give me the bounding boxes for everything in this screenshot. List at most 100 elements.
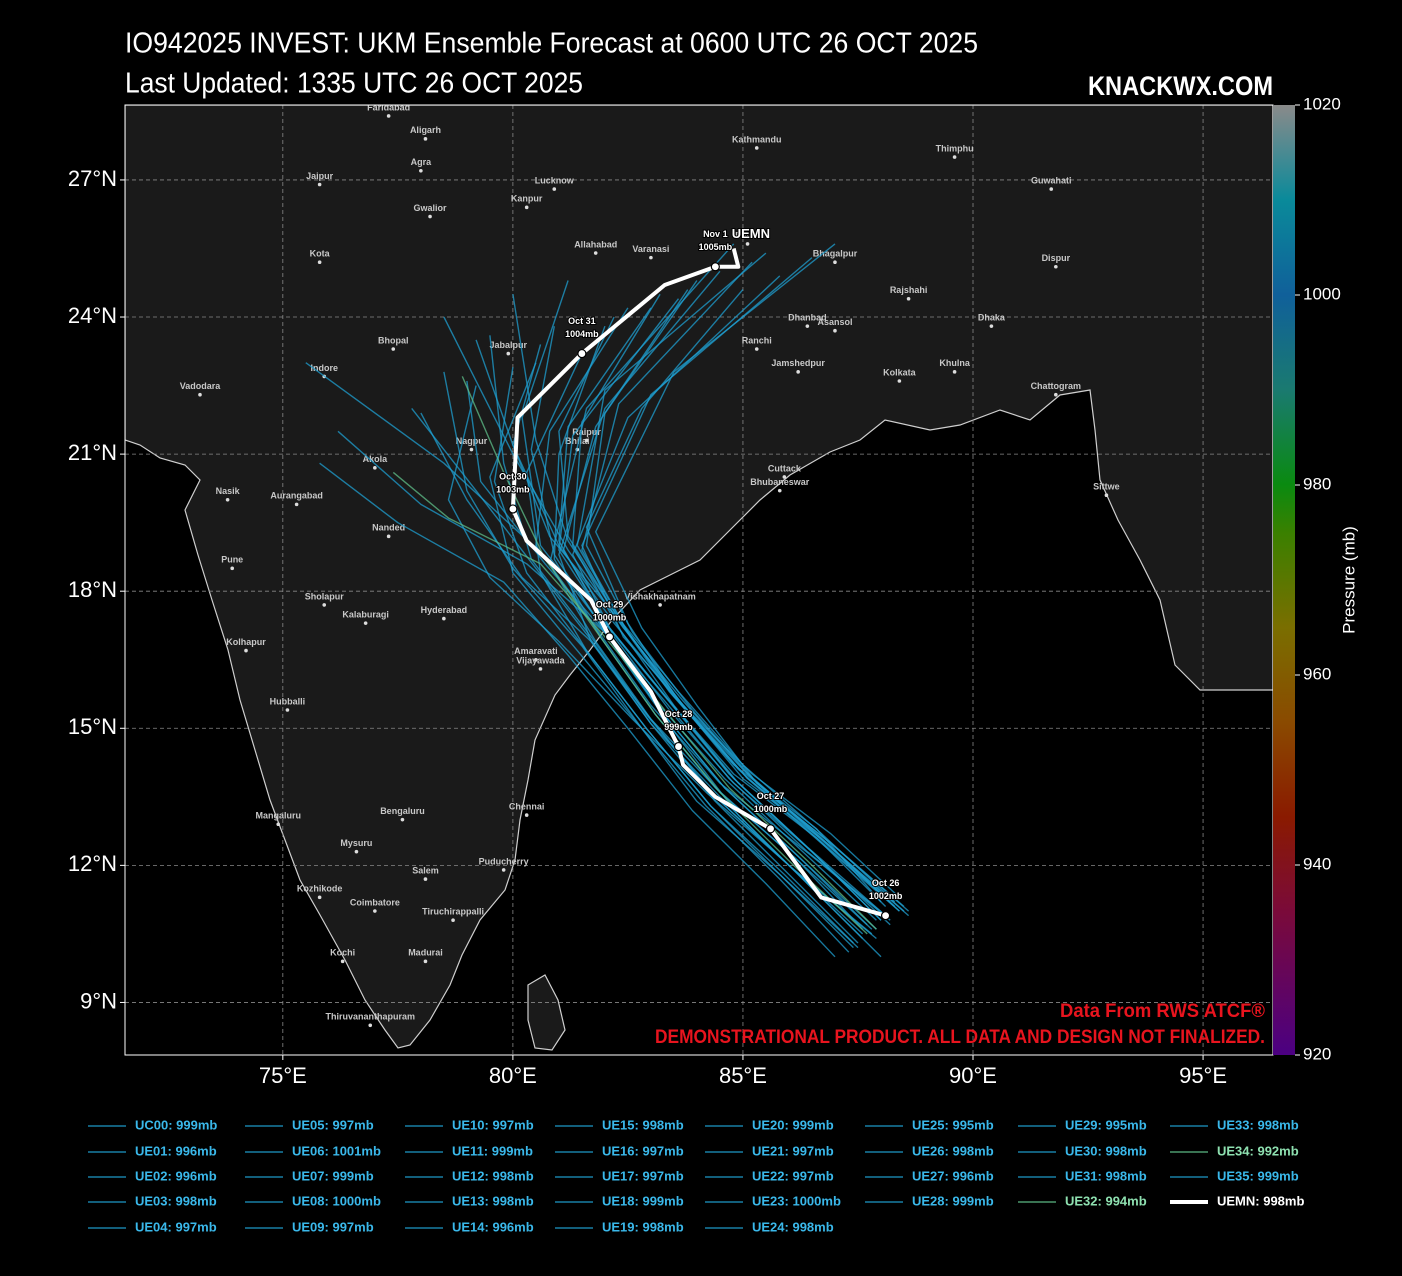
- city-dot: [584, 438, 589, 443]
- y-tick-label: 21°N: [68, 440, 117, 465]
- city-label: Chennai: [509, 801, 545, 811]
- legend-label: UE19: 998mb: [602, 1219, 684, 1234]
- legend-label: UE12: 998mb: [452, 1168, 534, 1183]
- city-label: Chattogram: [1031, 381, 1082, 391]
- city-label: Aligarh: [410, 125, 441, 135]
- legend-label: UE16: 997mb: [602, 1143, 684, 1158]
- city-dot: [745, 242, 750, 246]
- track: [585, 289, 910, 917]
- colorbar-tick-label: 980: [1303, 474, 1331, 493]
- legend-label: UE34: 992mb: [1217, 1143, 1299, 1158]
- track: [319, 462, 836, 958]
- point-pressure: 1003mb: [496, 484, 530, 494]
- x-tick-label: 85°E: [719, 1063, 767, 1088]
- city-dot: [419, 169, 423, 173]
- land: [125, 105, 1273, 1049]
- city-dot: [317, 895, 322, 900]
- city-dot: [833, 260, 837, 264]
- city-label: Faridabad: [367, 102, 410, 112]
- city-label: Kochi: [330, 948, 355, 958]
- point-pressure: 1000mb: [593, 612, 627, 622]
- chart-title: IO942025 INVEST: UKM Ensemble Forecast a…: [125, 28, 978, 60]
- y-tick-label: 9°N: [80, 988, 117, 1013]
- city-label: Sholapur: [305, 591, 344, 601]
- city-dot: [317, 260, 322, 264]
- disclaimer: DEMONSTRATIONAL PRODUCT. ALL DATA AND DE…: [655, 1027, 1265, 1048]
- city-label: Bengaluru: [380, 806, 425, 816]
- track: [461, 376, 868, 935]
- city-label: Bhagalpur: [813, 249, 858, 259]
- x-tick-label: 90°E: [949, 1063, 997, 1088]
- point-date: Oct 26: [872, 878, 900, 888]
- city-label: Jabalpur: [490, 340, 528, 350]
- city-dot: [244, 648, 248, 653]
- city-dot: [754, 347, 759, 351]
- legend-label: UE15: 998mb: [602, 1117, 684, 1132]
- city-dot: [1104, 493, 1109, 498]
- city-dot: [1049, 187, 1054, 191]
- city-dot: [1054, 392, 1058, 397]
- legend-label: UE31: 998mb: [1065, 1168, 1147, 1183]
- city-dot: [285, 708, 290, 712]
- city-label: Kozhikode: [297, 884, 343, 894]
- legend-label: UC00: 999mb: [135, 1117, 217, 1132]
- legend-label: UE08: 1000mb: [292, 1193, 381, 1208]
- track: [443, 371, 859, 949]
- legend-label: UE14: 996mb: [452, 1219, 534, 1234]
- city-dot: [833, 328, 837, 333]
- city-dot: [501, 868, 506, 872]
- city-label: Madurai: [408, 948, 443, 958]
- city-dot: [593, 251, 598, 255]
- track: [558, 298, 882, 921]
- city-label: Asansol: [817, 317, 852, 327]
- city-dot: [552, 187, 557, 191]
- track-point: [604, 632, 615, 642]
- track: [411, 407, 859, 944]
- colorbar-tick-label: 1000: [1303, 284, 1341, 303]
- city-dot: [322, 603, 327, 607]
- y-tick-label: 24°N: [68, 303, 117, 328]
- city-label: Hubballi: [270, 696, 306, 706]
- city-label: Kanpur: [511, 194, 543, 204]
- legend-label: UE21: 997mb: [752, 1143, 834, 1158]
- legend-label: UE35: 999mb: [1217, 1168, 1299, 1183]
- city-dot: [649, 255, 653, 260]
- city-dot: [906, 296, 911, 301]
- legend-label: UE32: 994mb: [1065, 1193, 1147, 1208]
- y-tick-label: 18°N: [68, 577, 117, 602]
- legend-label: UE13: 998mb: [452, 1193, 534, 1208]
- city-dot: [276, 822, 281, 827]
- point-date: Oct 27: [757, 791, 785, 801]
- city-label: Salem: [412, 865, 439, 875]
- y-tick-label: 12°N: [68, 851, 117, 876]
- city-label: Bhopal: [378, 335, 409, 345]
- city-dot: [423, 137, 428, 141]
- track: [493, 367, 854, 949]
- track-point: [577, 348, 587, 359]
- city-dot: [340, 959, 345, 964]
- point-date: Oct 28: [665, 709, 693, 719]
- legend-label: UE26: 998mb: [912, 1143, 994, 1158]
- track: [489, 362, 850, 953]
- city-label: Varanasi: [632, 244, 669, 254]
- city-label: Jamshedpur: [771, 358, 825, 368]
- city-label: Lucknow: [535, 175, 575, 185]
- city-label: Cuttack: [768, 463, 802, 473]
- city-label: Indore: [310, 363, 338, 373]
- x-tick-label: 75°E: [259, 1063, 307, 1088]
- track: [443, 316, 900, 912]
- legend-label: UE30: 998mb: [1065, 1143, 1147, 1158]
- city-label: Pune: [221, 555, 243, 565]
- city-label: Rajshahi: [890, 285, 928, 295]
- city-dot: [952, 155, 957, 159]
- legend-label: UE01: 996mb: [135, 1143, 217, 1158]
- city-dot: [230, 566, 235, 571]
- legend-label: UE18: 999mb: [602, 1193, 684, 1208]
- city-dot: [294, 502, 299, 507]
- legend-label: UE03: 998mb: [135, 1193, 217, 1208]
- legend-label: UE10: 997mb: [452, 1117, 534, 1132]
- city-label: Vadodara: [180, 381, 222, 391]
- city-dot: [386, 534, 391, 539]
- city-dot: [373, 466, 377, 470]
